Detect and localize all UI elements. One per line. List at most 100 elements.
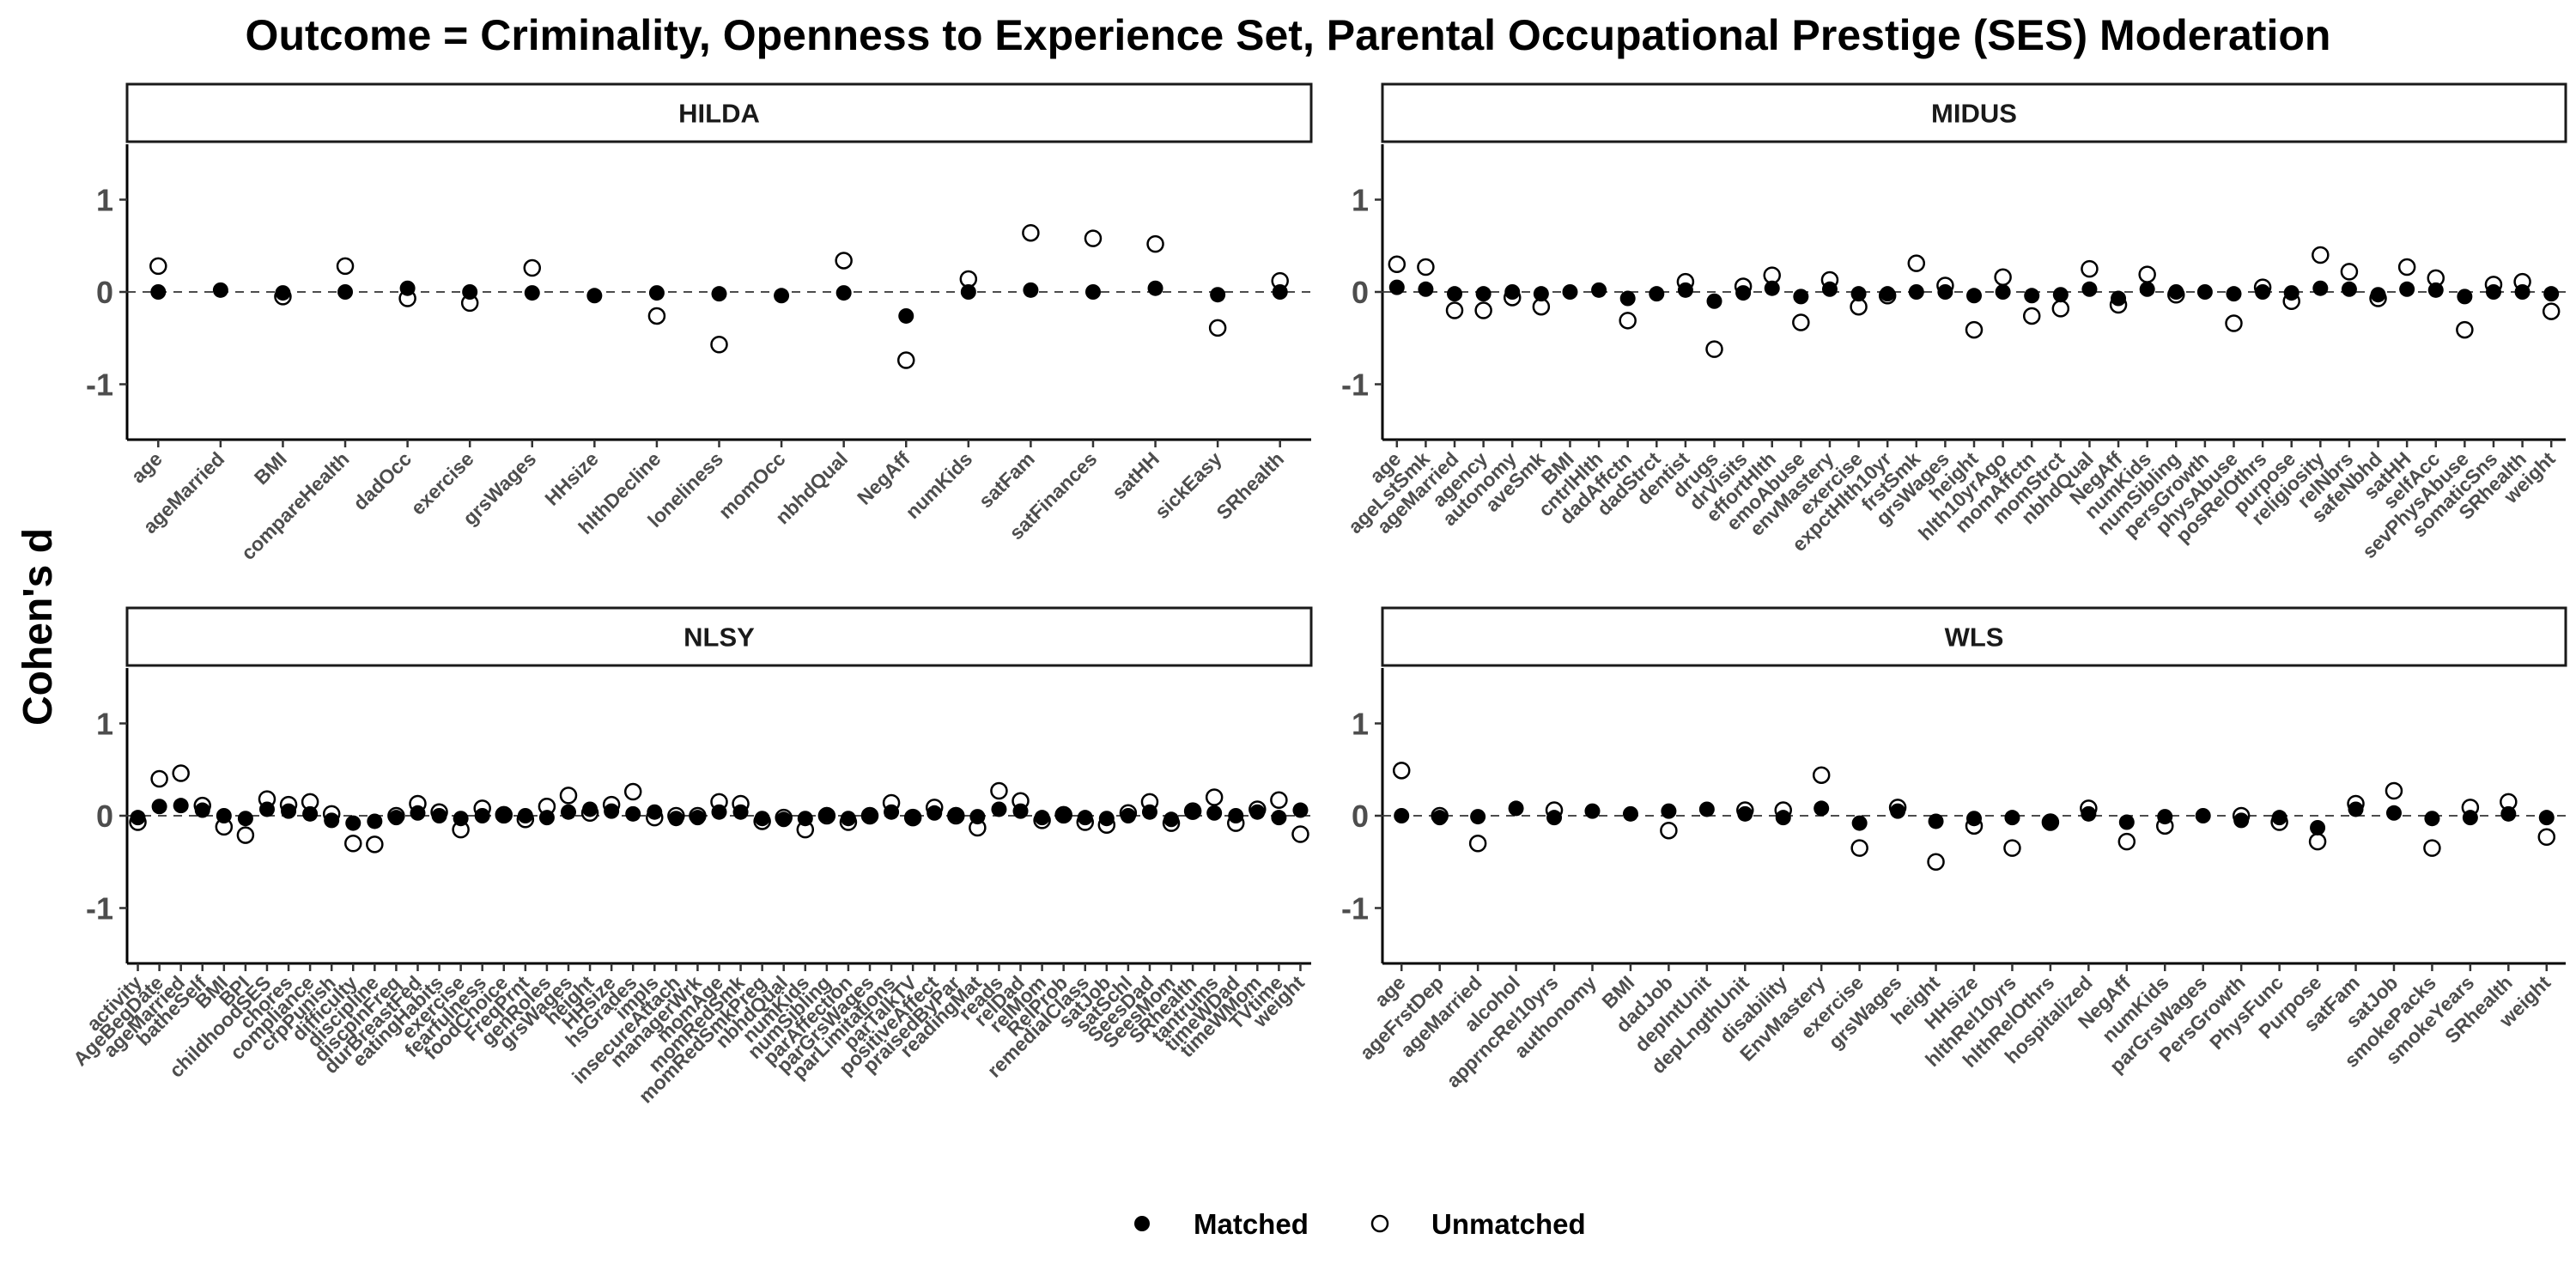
legend-unmatched-label: Unmatched	[1431, 1208, 1586, 1240]
point-matched-hilda-numkids	[960, 284, 976, 300]
point-matched-hilda-comparehealth	[337, 284, 354, 300]
point-matched-wls-numkids	[2157, 809, 2173, 825]
point-matched-midus-efforthlth	[1764, 280, 1780, 296]
point-matched-midus-agency	[1475, 286, 1492, 302]
point-matched-midus-sathh	[2399, 281, 2415, 297]
point-unmatched-hilda-satfam	[1022, 223, 1040, 242]
panel-strip-nlsy	[125, 606, 1313, 667]
point-matched-midus-autonomy	[1504, 284, 1521, 300]
point-matched-wls-purpose	[2310, 819, 2326, 835]
point-matched-nlsy-relprob	[1055, 808, 1072, 823]
point-matched-wls-dadjob	[1661, 803, 1677, 819]
point-unmatched-nlsy-discipline	[366, 835, 384, 854]
point-matched-nlsy-eatinghabits	[431, 808, 447, 823]
point-matched-wls-depintunit	[1698, 801, 1715, 817]
point-matched-midus-negaff	[2111, 290, 2127, 307]
point-matched-nlsy-height	[582, 801, 598, 817]
point-unmatched-wls-dadjob	[1660, 821, 1678, 840]
point-matched-wls-exercise	[1851, 815, 1868, 831]
x-tick-label-hilda: satHH	[1108, 447, 1163, 503]
point-matched-nlsy-discpinfreq	[388, 810, 404, 826]
point-unmatched-nlsy-tvtime	[1270, 791, 1288, 809]
point-matched-nlsy-tantrums	[1206, 805, 1223, 821]
point-matched-nlsy-fearfulness	[474, 808, 490, 823]
point-unmatched-midus-agelstsmk	[1417, 258, 1435, 276]
point-matched-wls-agemarried	[1470, 809, 1486, 825]
point-unmatched-wls-purpose	[2308, 832, 2327, 851]
point-matched-midus-srhealth	[2514, 284, 2530, 300]
point-matched-midus-envmastery	[1821, 281, 1838, 297]
point-unmatched-hilda-grswages	[523, 258, 542, 277]
y-tick-label-wls: 1	[1352, 707, 1369, 742]
point-matched-midus-frstsmk	[1908, 284, 1924, 300]
point-unmatched-midus-agemarried	[1445, 301, 1464, 319]
point-matched-nlsy-difficulty	[345, 815, 361, 831]
point-matched-wls-height	[1928, 813, 1944, 829]
x-tick-label-hilda: SRhealth	[1212, 447, 1288, 524]
point-matched-nlsy-numsibling	[818, 806, 835, 823]
point-matched-wls-hhsize	[1966, 811, 1982, 827]
point-matched-midus-bmi	[1562, 284, 1578, 300]
point-matched-wls-satfam	[2348, 801, 2364, 817]
point-matched-nlsy-insecureattach	[668, 811, 684, 827]
point-matched-nlsy-readingmat	[969, 809, 986, 825]
point-matched-midus-religiosity	[2312, 280, 2329, 296]
point-matched-midus-physabuse	[2226, 286, 2242, 302]
legend-matched-label: Matched	[1194, 1208, 1309, 1240]
point-matched-midus-momaffctn	[2024, 288, 2040, 304]
point-matched-hilda-satfinances	[1084, 284, 1101, 300]
point-matched-hilda-agemarried	[212, 282, 228, 298]
point-matched-midus-agelstsmk	[1418, 281, 1434, 297]
point-unmatched-midus-emoabuse	[1792, 313, 1810, 331]
point-matched-nlsy-weight	[1292, 802, 1309, 818]
point-matched-nlsy-genroles	[538, 810, 555, 826]
point-matched-nlsy-bpi	[237, 811, 253, 827]
point-matched-nlsy-momage	[711, 804, 727, 820]
y-tick-label-hilda: 0	[96, 275, 113, 310]
point-matched-midus-relnbrs	[2341, 281, 2357, 297]
point-unmatched-midus-momstrct	[2051, 300, 2070, 318]
x-tick-label-hilda: numKids	[901, 447, 976, 523]
point-matched-midus-somaticsns	[2485, 284, 2501, 300]
point-matched-wls-pargrswages	[2195, 808, 2211, 823]
point-matched-hilda-momocc	[774, 288, 790, 304]
y-tick-label-midus: 0	[1352, 275, 1369, 310]
point-unmatched-wls-satjob	[2385, 781, 2403, 800]
point-unmatched-midus-momaffctn	[2022, 307, 2041, 325]
y-tick-label-nlsy: 0	[96, 799, 113, 834]
point-matched-midus-grswages	[1937, 284, 1953, 300]
y-axis-label: Cohen's d	[15, 528, 61, 726]
point-matched-wls-srhealth	[2500, 805, 2517, 822]
point-unmatched-nlsy-bpi	[236, 826, 255, 844]
point-matched-nlsy-satschl	[1120, 808, 1136, 823]
point-unmatched-nlsy-weight	[1291, 825, 1309, 843]
point-matched-midus-hlth10yrago	[1995, 284, 2011, 300]
point-matched-midus-expcthlth10yr	[1880, 286, 1896, 302]
point-matched-midus-persgrowth	[2196, 284, 2213, 300]
point-matched-nlsy-relmom	[1034, 810, 1050, 826]
point-matched-nlsy-positiveaffect	[927, 805, 943, 821]
point-matched-nlsy-seesmom	[1163, 811, 1180, 828]
point-unmatched-nlsy-hsgrades	[623, 782, 642, 801]
point-unmatched-hilda-negaff	[896, 351, 915, 369]
point-matched-wls-negaff	[2118, 814, 2135, 830]
point-matched-midus-numkids	[2139, 281, 2155, 297]
point-matched-nlsy-crppunish	[324, 812, 340, 829]
chart-title: Outcome = Criminality, Openness to Exper…	[246, 11, 2331, 59]
point-matched-midus-avesmk	[1533, 286, 1549, 302]
point-matched-nlsy-timewdad	[1228, 808, 1244, 823]
point-matched-midus-posrelothrs	[2255, 284, 2271, 300]
point-matched-nlsy-pargrswages	[862, 809, 878, 825]
point-matched-midus-sevphysabuse	[2457, 289, 2473, 305]
y-tick-label-hilda: 1	[96, 183, 113, 218]
legend-matched-marker	[1134, 1216, 1150, 1231]
point-matched-wls-disability	[1775, 810, 1791, 826]
x-tick-label-hilda: BMI	[250, 447, 291, 489]
point-matched-hilda-dadocc	[399, 280, 416, 296]
point-matched-nlsy-praisedbypar	[948, 806, 964, 823]
point-matched-wls-hlthrelothrs	[2042, 814, 2058, 830]
point-unmatched-midus-dadaffctn	[1619, 312, 1637, 330]
point-matched-midus-drugs	[1706, 293, 1722, 309]
point-matched-nlsy-activity	[130, 810, 146, 826]
